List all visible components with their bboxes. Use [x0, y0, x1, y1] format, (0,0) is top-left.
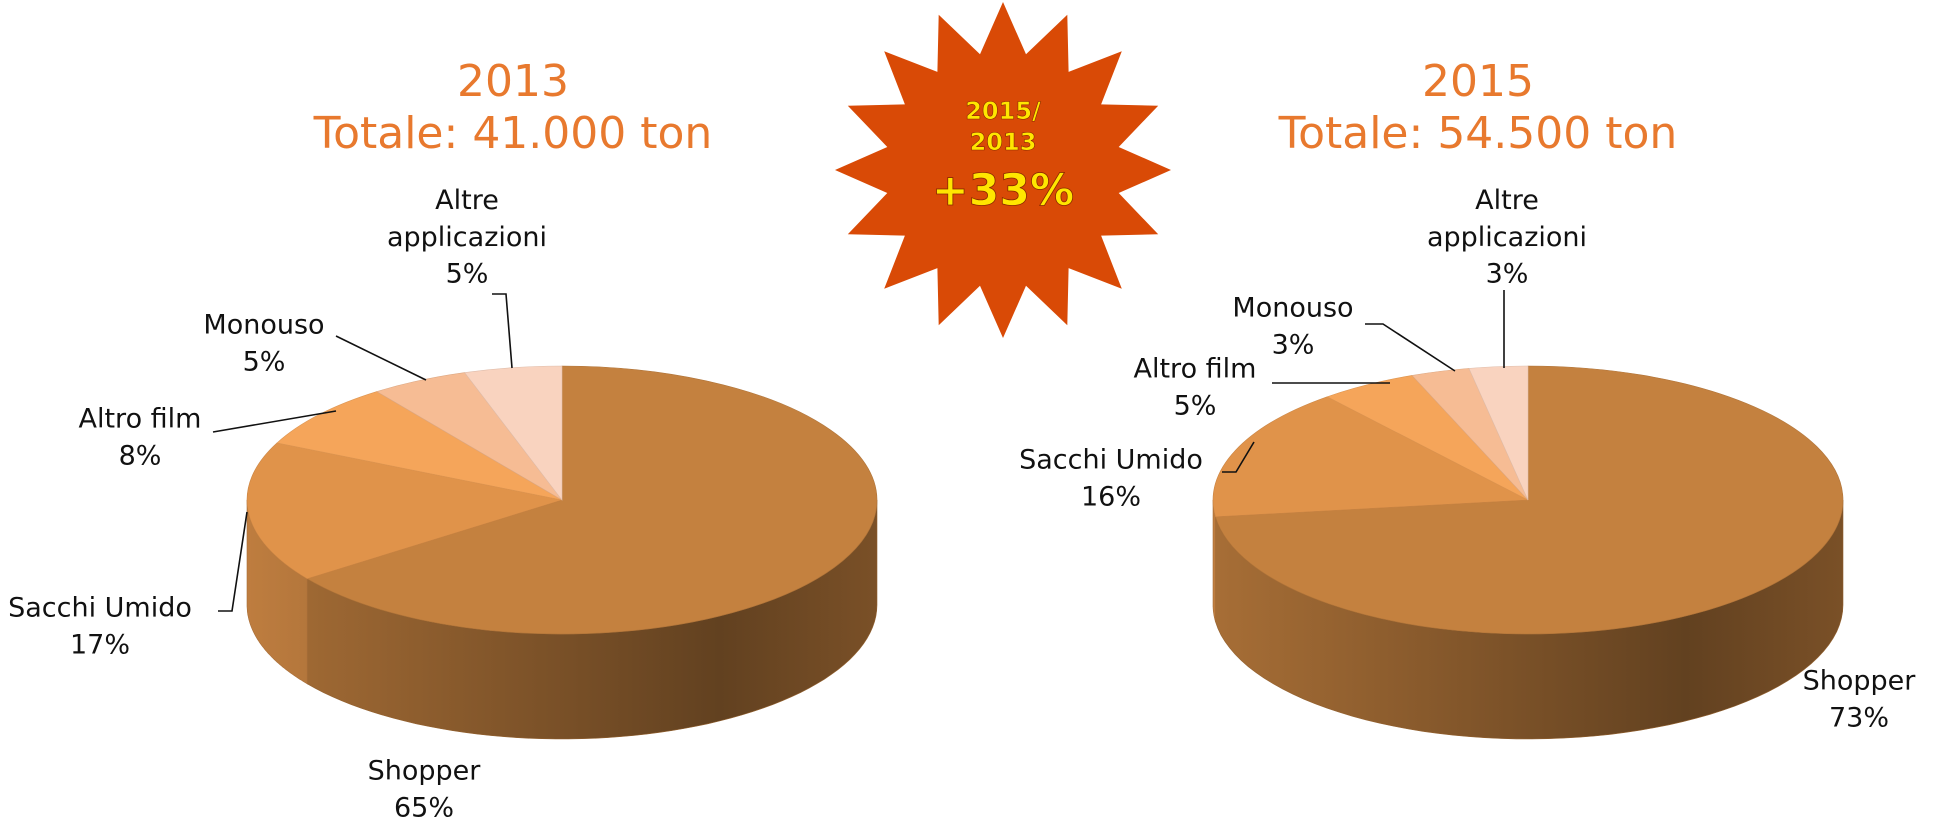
leader-line — [1222, 441, 1255, 473]
chart-title: 2015 — [1422, 56, 1534, 107]
slice — [306, 365, 878, 635]
slice-value-label: 3% — [1486, 259, 1529, 290]
slice-label: Sacchi Umido — [1019, 445, 1203, 476]
badge-star — [835, 2, 1171, 338]
slice-value-label: 5% — [243, 347, 286, 378]
slice — [1215, 365, 1844, 635]
slice — [1212, 396, 1530, 518]
slice-label: Altre applicazioni — [1427, 185, 1587, 253]
leader-line — [218, 511, 248, 612]
slice-side — [1212, 500, 1216, 622]
leader-line — [492, 293, 513, 369]
chart-subtitle: Totale: 54.500 ton — [1278, 108, 1678, 159]
slice-value-label: 5% — [446, 259, 489, 290]
slice-label: Monouso — [203, 310, 324, 341]
slice-label: Sacchi Umido — [8, 593, 192, 624]
slice-label: Shopper — [1803, 666, 1917, 697]
slice-label: Altro film — [1134, 354, 1257, 385]
slice-value-label: 17% — [70, 630, 130, 661]
slice-value-label: 65% — [394, 793, 454, 823]
slice — [246, 442, 563, 580]
chart-title: 2013 — [457, 56, 569, 107]
leader-line — [212, 410, 337, 433]
slice-label: Shopper — [368, 756, 482, 787]
slice-label: Altre applicazioni — [387, 185, 547, 253]
leader-line — [335, 335, 427, 381]
leader-line — [1365, 323, 1456, 372]
slice-value-label: 8% — [119, 441, 162, 472]
badge-text: +33% — [932, 165, 1074, 216]
slice-label: Monouso — [1232, 293, 1353, 324]
badge-caption: 2013 — [970, 128, 1037, 156]
slice-value-label: 73% — [1829, 703, 1889, 734]
slice — [1468, 365, 1529, 501]
slice-value-label: 16% — [1081, 482, 1141, 513]
chart-subtitle: Totale: 41.000 ton — [313, 108, 713, 159]
slice-value-label: 5% — [1174, 391, 1217, 422]
slice-label: Altro film — [79, 404, 202, 435]
badge-caption: 2015/ — [965, 97, 1041, 125]
slice-value-label: 3% — [1272, 330, 1315, 361]
